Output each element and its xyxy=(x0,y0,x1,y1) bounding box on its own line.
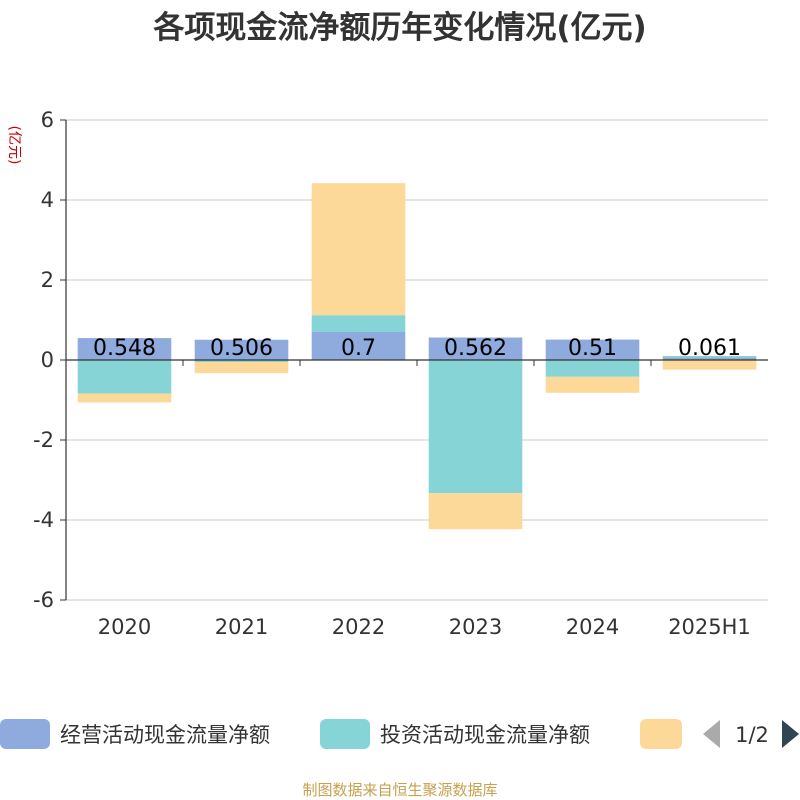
bar-segment xyxy=(545,360,640,377)
source-note: 制图数据来自恒生聚源数据库 xyxy=(302,781,497,799)
legend-next-icon xyxy=(782,720,799,748)
bar-segment xyxy=(311,315,406,332)
bar-segment xyxy=(194,362,289,374)
y-tick-label: -6 xyxy=(33,588,54,612)
bar-segment xyxy=(428,493,523,530)
data-label: 0.061 xyxy=(678,336,741,361)
bar-segment xyxy=(77,393,172,403)
data-label: 0.548 xyxy=(93,336,156,361)
bar-segment xyxy=(662,355,757,358)
legend-label: 经营活动现金流量净额 xyxy=(60,723,270,747)
x-tick-label: 2025H1 xyxy=(668,615,751,639)
bar-segment xyxy=(311,332,406,360)
x-tick-label: 2022 xyxy=(332,615,385,639)
legend-swatch xyxy=(320,719,370,749)
y-tick-label: -2 xyxy=(33,428,54,452)
y-axis-unit: (亿元) xyxy=(6,126,22,165)
data-labels: 0.548 0.506 0.7 0.562 0.51 0.061 xyxy=(93,336,741,361)
legend-page: 1/2 xyxy=(735,723,769,747)
legend-prev-icon xyxy=(703,720,720,748)
bar-segment xyxy=(545,376,640,393)
bar-segment xyxy=(545,339,640,360)
bar-segment xyxy=(662,360,757,370)
legend-swatch xyxy=(640,719,682,749)
x-tick-label: 2021 xyxy=(215,615,268,639)
bar-segment xyxy=(662,357,757,360)
bar-segment xyxy=(194,360,289,362)
bar-segment xyxy=(77,360,172,394)
data-label: 0.506 xyxy=(210,336,273,361)
axes: 6 4 2 0 -2 -4 -6 2020 2021 2022 2023 2024 2025H1 xyxy=(33,108,768,639)
bars xyxy=(77,183,757,530)
chart-title: 各项现金流净额历年变化情况(亿元) xyxy=(152,10,646,46)
bar-segment xyxy=(77,338,172,360)
y-tick-label: 6 xyxy=(41,108,54,132)
legend: 经营活动现金流量净额 投资活动现金流量净额 1/2 xyxy=(0,719,799,749)
data-label: 0.7 xyxy=(341,336,376,361)
y-tick-label: 4 xyxy=(41,188,54,212)
x-tick-label: 2023 xyxy=(449,615,502,639)
y-tick-label: -4 xyxy=(33,508,54,532)
data-label: 0.51 xyxy=(568,336,617,361)
x-tick-label: 2024 xyxy=(566,615,619,639)
y-tick-label: 2 xyxy=(41,268,54,292)
bar-segment xyxy=(428,337,523,360)
legend-label: 投资活动现金流量净额 xyxy=(380,723,590,747)
bar-segment xyxy=(428,360,523,494)
y-tick-label: 0 xyxy=(41,348,54,372)
legend-swatch xyxy=(0,719,50,749)
bar-segment xyxy=(311,183,406,316)
data-label: 0.562 xyxy=(444,336,507,361)
bar-segment xyxy=(194,339,289,360)
x-tick-label: 2020 xyxy=(98,615,151,639)
